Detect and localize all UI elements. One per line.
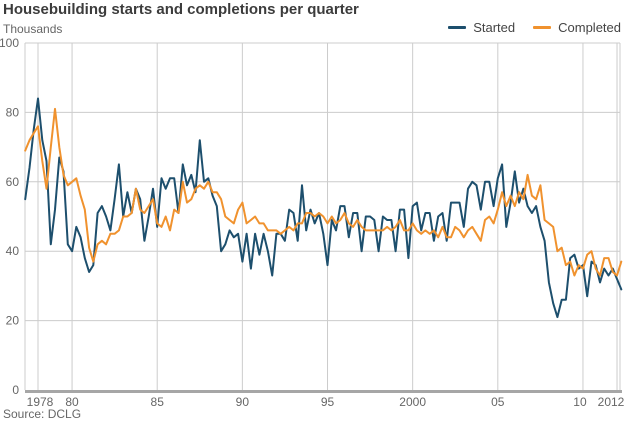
completed-line-swatch	[533, 26, 552, 29]
legend-item-started: Started	[448, 20, 515, 35]
svg-text:100: 100	[0, 36, 19, 50]
source-note: Source: DCLG	[3, 407, 82, 421]
chart-legend: Started Completed	[448, 20, 621, 35]
svg-text:80: 80	[65, 395, 79, 409]
svg-text:80: 80	[6, 105, 20, 119]
legend-label-started: Started	[473, 20, 516, 35]
svg-text:20: 20	[6, 314, 20, 328]
svg-text:0: 0	[12, 383, 19, 397]
svg-text:05: 05	[491, 395, 505, 409]
svg-text:40: 40	[6, 244, 20, 258]
svg-text:10: 10	[573, 395, 587, 409]
svg-text:90: 90	[236, 395, 250, 409]
y-axis-unit-label: Thousands	[3, 22, 63, 36]
svg-text:95: 95	[321, 395, 335, 409]
svg-text:2000: 2000	[399, 395, 426, 409]
svg-text:1978: 1978	[27, 395, 54, 409]
svg-text:2012: 2012	[598, 395, 625, 409]
page-title: Housebuilding starts and completions per…	[3, 1, 359, 18]
legend-item-completed: Completed	[533, 20, 621, 35]
legend-label-completed: Completed	[558, 20, 621, 35]
started-line-swatch	[448, 26, 467, 29]
svg-text:85: 85	[151, 395, 165, 409]
svg-text:60: 60	[6, 175, 20, 189]
